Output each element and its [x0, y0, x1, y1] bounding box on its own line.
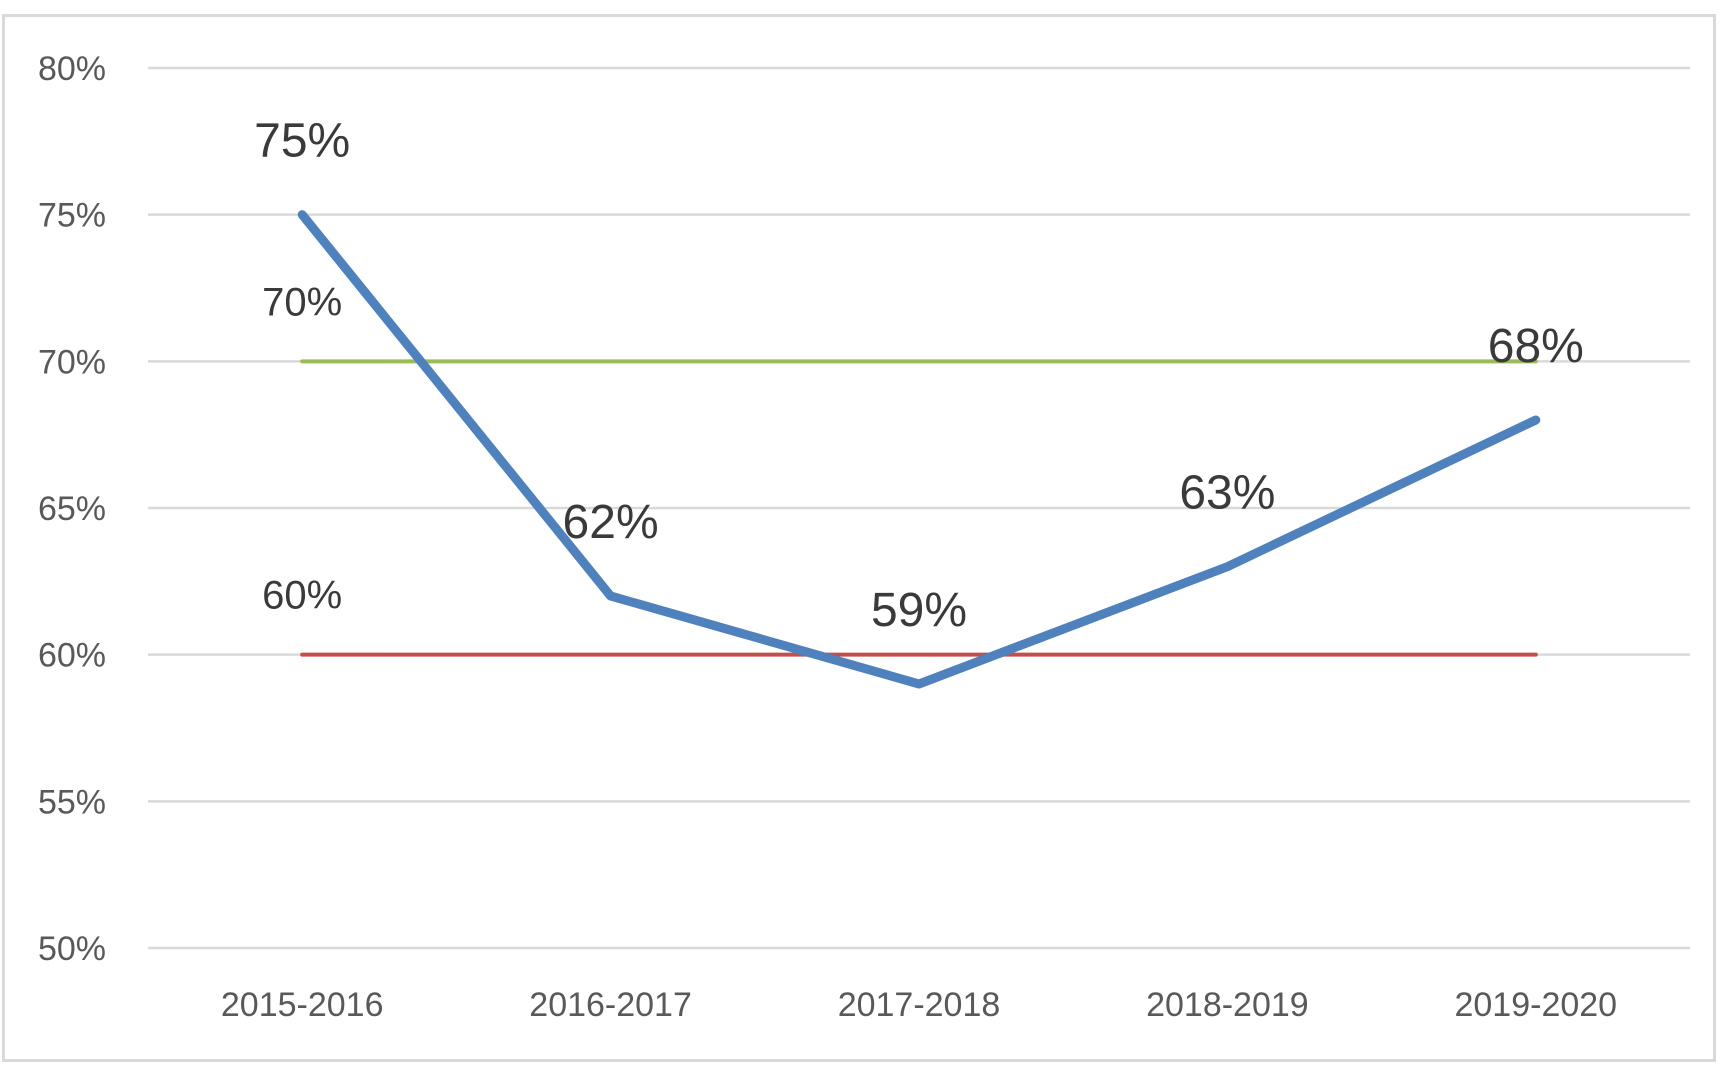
x-tick-label: 2019-2020 — [1454, 986, 1617, 1024]
y-tick-label: 75% — [38, 197, 106, 235]
y-axis-ticks: 80% 75% 70% 65% 60% 55% 50% — [38, 50, 106, 968]
y-tick-label: 80% — [38, 50, 106, 88]
y-tick-label: 60% — [38, 637, 106, 675]
y-tick-label: 55% — [38, 783, 106, 821]
y-tick-label: 70% — [38, 343, 106, 381]
data-label-red: 60% — [262, 574, 342, 618]
chart-frame — [2, 14, 1716, 1062]
x-axis-ticks: 2015-2016 2016-2017 2017-2018 2018-2019 2019… — [221, 986, 1617, 1024]
data-label: 59% — [871, 584, 967, 637]
data-labels: 75% 62% 59% 63% 68% 70% 60% — [254, 115, 1584, 637]
series-lines — [297, 210, 1541, 689]
series-line-main — [297, 210, 1541, 689]
data-label: 75% — [254, 115, 350, 168]
x-tick-label: 2016-2017 — [529, 986, 692, 1024]
y-tick-label: 50% — [38, 930, 106, 968]
data-label: 68% — [1488, 320, 1584, 373]
x-tick-label: 2017-2018 — [838, 986, 1001, 1024]
x-tick-label: 2015-2016 — [221, 986, 384, 1024]
y-tick-label: 65% — [38, 490, 106, 528]
gridlines — [148, 66, 1690, 950]
x-tick-label: 2018-2019 — [1146, 986, 1309, 1024]
data-label: 62% — [563, 496, 659, 549]
data-label-green: 70% — [262, 280, 342, 324]
data-label: 63% — [1179, 467, 1275, 520]
